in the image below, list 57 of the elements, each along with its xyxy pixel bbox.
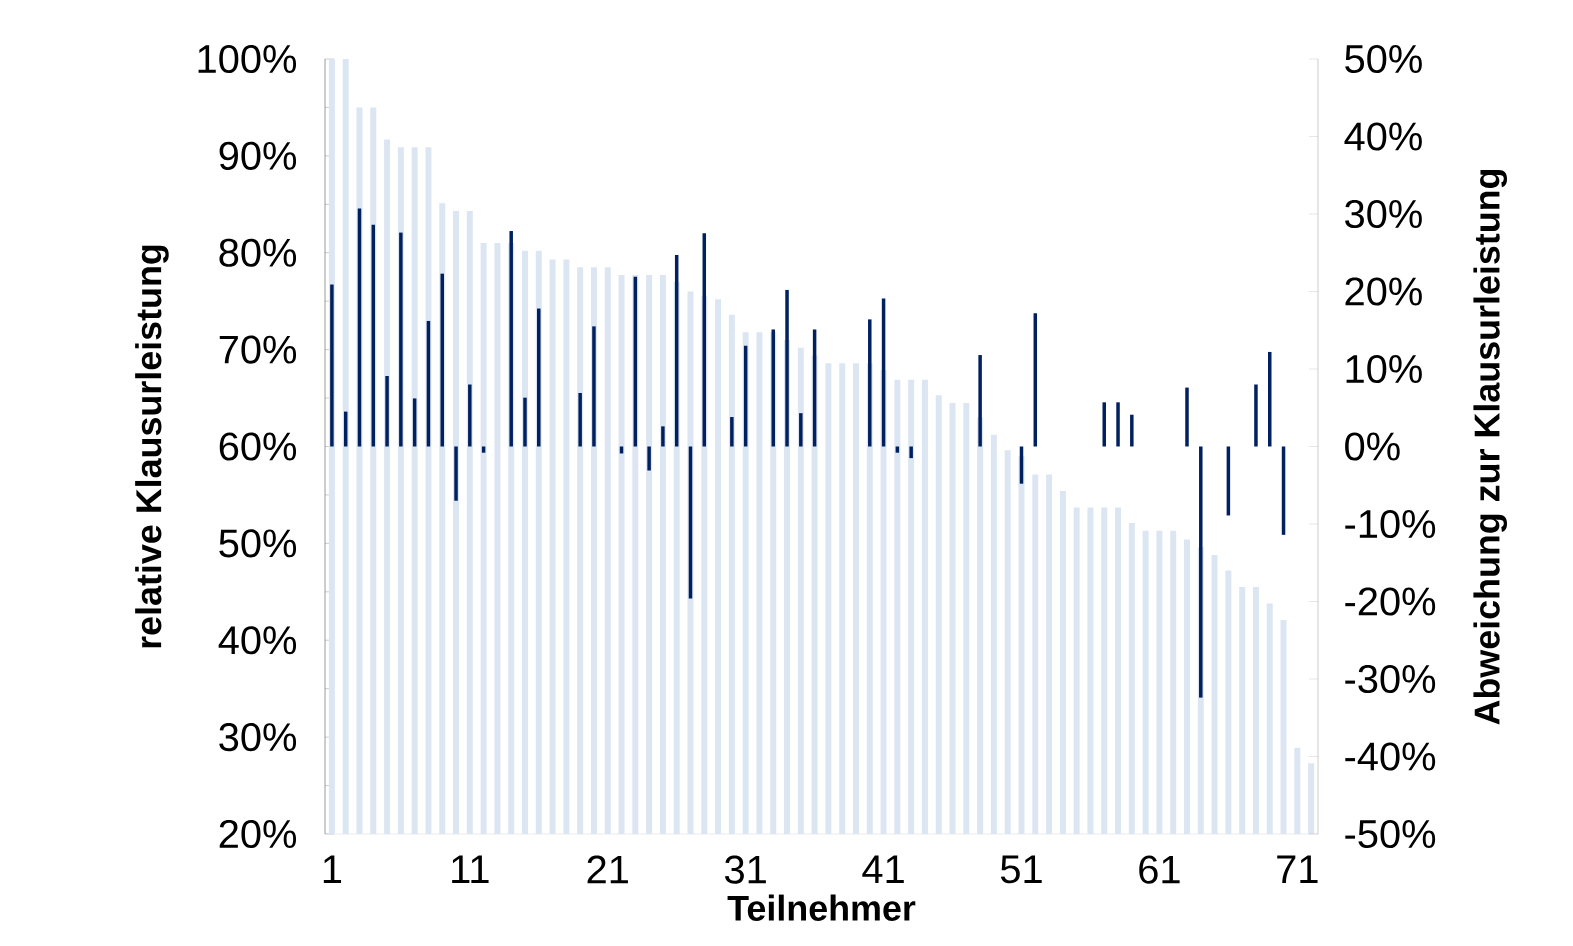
bar bbox=[468, 384, 472, 447]
y-tick-label: 20% bbox=[219, 819, 297, 849]
y-tick-label: 100% bbox=[198, 44, 297, 74]
y2-tick-label: 50% bbox=[1345, 44, 1422, 74]
y-tick-label: 60% bbox=[219, 432, 297, 461]
bar bbox=[799, 413, 803, 447]
x-tick-label: 21 bbox=[587, 855, 628, 884]
bar bbox=[1102, 402, 1106, 447]
bar bbox=[1254, 384, 1258, 447]
y-tick-label: 40% bbox=[218, 626, 297, 655]
x-tick-label: 31 bbox=[725, 855, 766, 884]
bar bbox=[440, 273, 444, 447]
y2-tick-label: 20% bbox=[1345, 277, 1422, 306]
y2-tick-label: 10% bbox=[1346, 354, 1422, 384]
bar bbox=[661, 426, 665, 447]
y2-tick-label: 30% bbox=[1345, 199, 1422, 229]
y2-tick-label: -30% bbox=[1345, 664, 1436, 694]
bar bbox=[454, 446, 458, 501]
bar bbox=[785, 289, 789, 447]
bar bbox=[868, 319, 872, 447]
bar bbox=[909, 446, 913, 459]
y-tick-label: 30% bbox=[219, 723, 297, 752]
x-axis-title: Teilnehmer bbox=[727, 894, 916, 921]
x-tick-label: 1 bbox=[323, 855, 342, 883]
bar bbox=[895, 446, 900, 453]
bar bbox=[592, 326, 596, 447]
bar bbox=[537, 308, 541, 447]
y-tick-label: 70% bbox=[219, 335, 297, 364]
y-tick-label: 80% bbox=[219, 238, 297, 267]
x-tick-label: 61 bbox=[1139, 855, 1180, 884]
bar bbox=[978, 355, 982, 447]
bar bbox=[730, 417, 734, 447]
bar bbox=[385, 375, 389, 447]
y2-tick-label: -20% bbox=[1345, 587, 1436, 616]
y2-tick-label: -40% bbox=[1345, 742, 1436, 771]
x-tick-label: 71 bbox=[1277, 855, 1318, 883]
bar bbox=[1185, 387, 1189, 447]
y2-axis-title: Abweichung zur Klausurleistung bbox=[1473, 169, 1507, 725]
bar bbox=[481, 446, 486, 453]
y-tick-label: 50% bbox=[219, 529, 297, 558]
y-axis-title: relative Klausurleistung bbox=[135, 245, 169, 648]
bar bbox=[1130, 414, 1134, 447]
bar bbox=[647, 446, 651, 471]
y2-tick-label: 40% bbox=[1344, 122, 1422, 151]
bar bbox=[578, 393, 582, 447]
y2-tick-label: -10% bbox=[1345, 509, 1436, 539]
x-tick-label: 11 bbox=[452, 855, 489, 883]
y2-tick-label: 0% bbox=[1345, 432, 1400, 461]
bar bbox=[771, 329, 775, 447]
bar bbox=[399, 232, 403, 447]
x-tick-label: 51 bbox=[1000, 855, 1042, 884]
bar bbox=[1116, 402, 1120, 447]
x-tick-label: 41 bbox=[862, 855, 904, 883]
bar bbox=[330, 284, 334, 447]
bar bbox=[523, 397, 527, 447]
y-tick-label: 90% bbox=[219, 141, 297, 170]
y2-tick-label: -50% bbox=[1345, 819, 1436, 849]
